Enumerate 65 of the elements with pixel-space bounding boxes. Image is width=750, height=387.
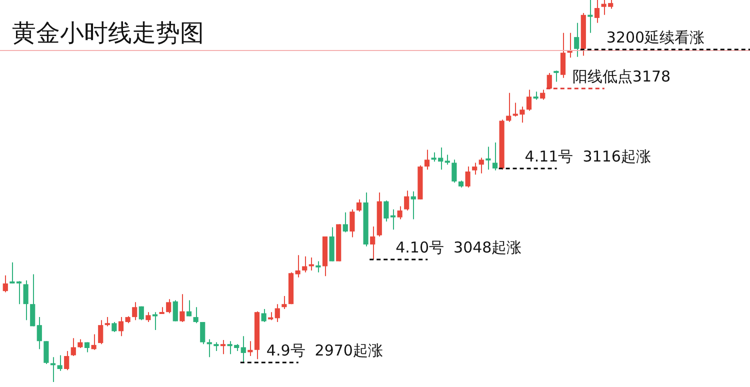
candlestick	[594, 0, 600, 24]
candlestick	[104, 316, 110, 327]
candlestick	[23, 280, 28, 321]
candlestick	[64, 350, 70, 371]
candlestick	[91, 334, 96, 350]
candlestick	[146, 312, 151, 323]
candlestick	[546, 72, 552, 90]
candlestick	[560, 32, 566, 78]
candlestick	[308, 256, 314, 271]
candlestick	[240, 336, 246, 363]
candlestick	[444, 154, 450, 166]
candlestick	[342, 212, 348, 233]
candlestick	[574, 22, 580, 58]
candlestick	[248, 340, 253, 357]
ref-line-label: 3200延续看涨	[606, 28, 705, 46]
candlestick	[356, 198, 362, 212]
candlestick	[478, 157, 484, 174]
ref-line-label: 4.11号 3116起涨	[524, 148, 651, 166]
text: 黄金小时线走势图	[12, 18, 204, 49]
candlestick	[57, 354, 62, 372]
candlestick	[526, 89, 532, 112]
candlestick	[2, 274, 8, 293]
ref-line-label: 4.10号 3048起涨	[396, 238, 522, 256]
candlestick	[506, 92, 512, 122]
candlestick	[316, 260, 321, 273]
candlestick	[274, 304, 280, 323]
candlestick	[193, 306, 198, 324]
candlestick	[132, 302, 138, 321]
candlestick	[186, 300, 192, 317]
candlestick	[452, 159, 457, 184]
candlestick	[138, 306, 144, 321]
candlestick	[492, 142, 498, 171]
candlestick	[206, 338, 212, 358]
candlestick	[472, 162, 478, 176]
candlestick	[166, 298, 172, 314]
candlestick	[118, 316, 124, 337]
candlestick	[44, 340, 49, 365]
candlestick	[152, 312, 158, 331]
ref-line-label: 阳线低点3178	[572, 68, 671, 86]
candlestick	[112, 322, 117, 332]
candlestick	[486, 146, 491, 170]
candlestick	[397, 206, 402, 220]
candlestick	[554, 70, 559, 82]
ref-line-label: 4.9号 2970起涨	[266, 342, 383, 360]
candlestick	[172, 300, 178, 322]
candlestick	[302, 256, 308, 273]
candlestick	[70, 338, 76, 357]
candlestick	[180, 294, 185, 323]
candlestick	[424, 149, 430, 170]
candlestick	[98, 320, 104, 345]
candlestick	[540, 89, 546, 100]
candlestick	[350, 208, 355, 238]
candlestick	[220, 339, 226, 355]
candlestick	[50, 356, 56, 382]
candlestick	[261, 308, 266, 323]
candlestick	[404, 190, 410, 211]
candlestick	[370, 226, 376, 260]
candlestick	[295, 254, 300, 278]
candlestick	[36, 316, 42, 350]
candlestick	[410, 190, 416, 220]
candlestick	[465, 166, 470, 188]
candlestick	[30, 274, 36, 327]
candlestick	[588, 0, 593, 34]
candlestick	[282, 296, 287, 310]
candlestick	[200, 322, 206, 345]
